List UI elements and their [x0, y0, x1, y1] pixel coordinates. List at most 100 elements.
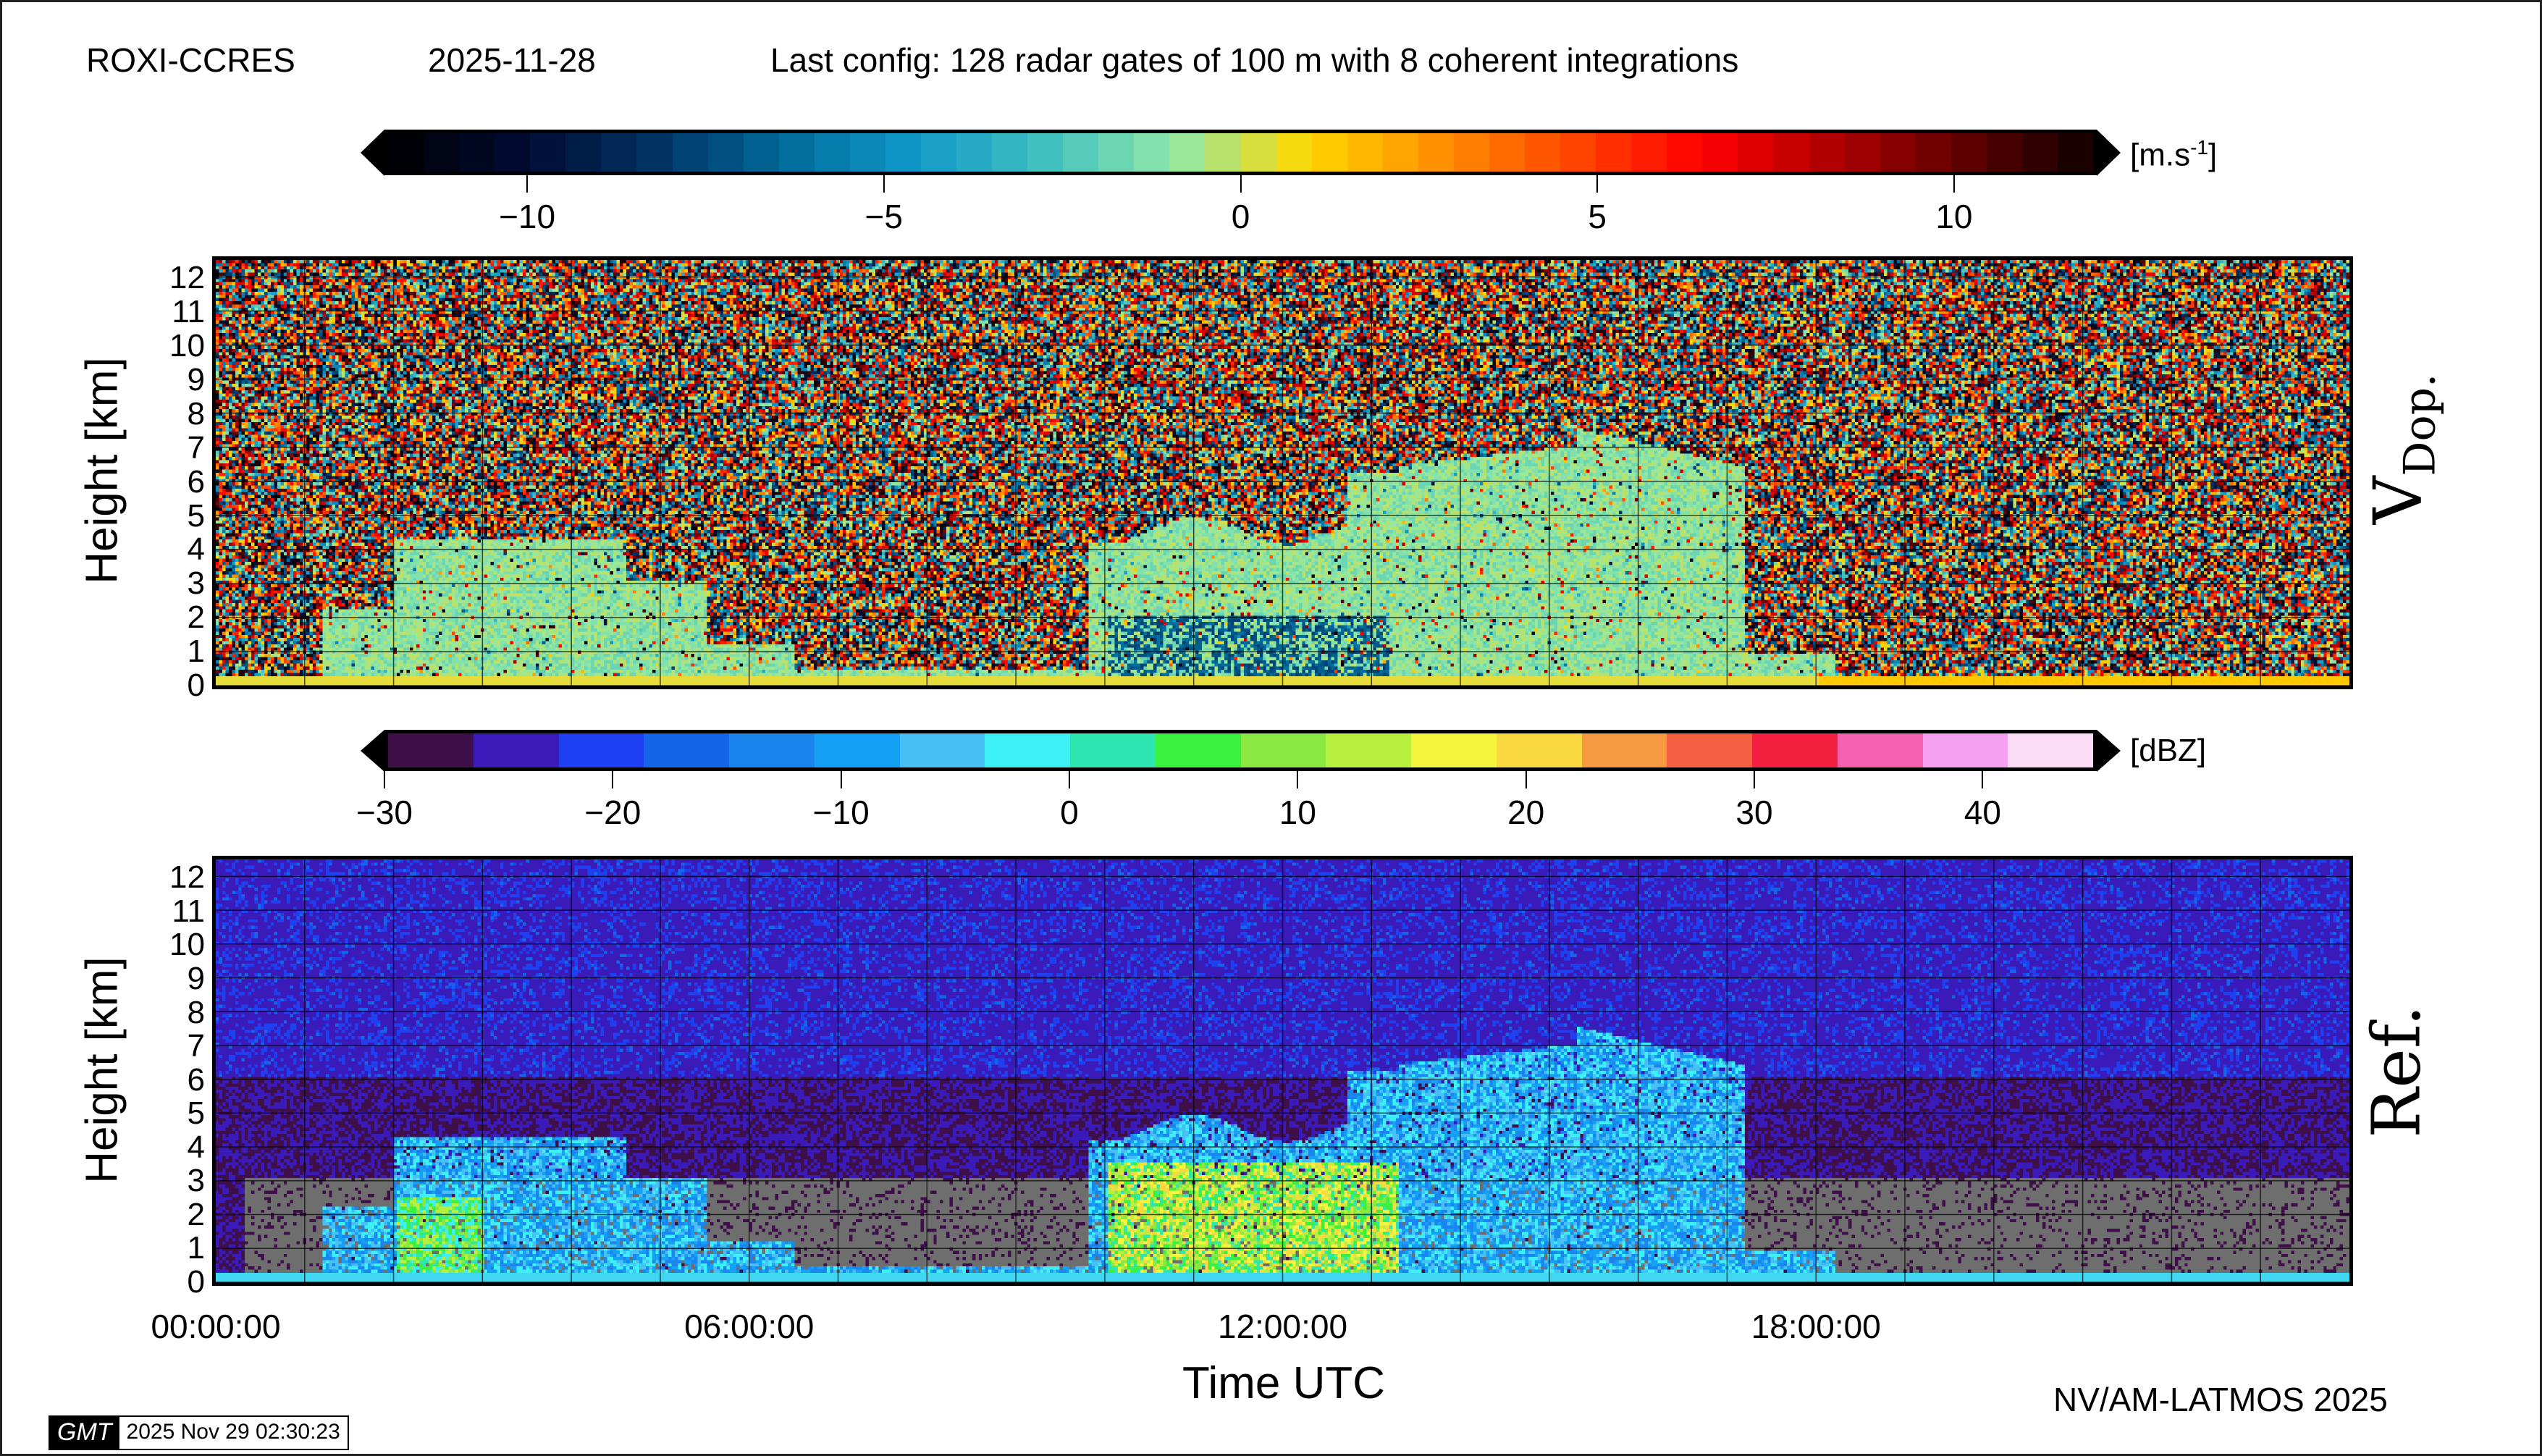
colorbar-tick: [526, 175, 528, 193]
y-tick-label: 4: [188, 1129, 205, 1166]
colorbar-bin: [1134, 133, 1169, 172]
colorbar-tick-label: 0: [1060, 793, 1079, 832]
x-tick-label: 06:00:00: [684, 1307, 814, 1346]
colorbar-tick-label: −30: [356, 793, 413, 832]
y-tick-label: 10: [169, 927, 205, 963]
colorbar-high-arrow: [2097, 130, 2121, 176]
colorbar-tick-label: 10: [1279, 793, 1316, 832]
y-tick-label: 12: [169, 859, 205, 896]
y-tick-label: 11: [172, 294, 205, 330]
colorbar-bin: [1027, 133, 1063, 172]
y-tick-label: 9: [188, 362, 205, 398]
colorbar-bin: [1582, 733, 1667, 767]
colorbar-bin: [1923, 733, 2008, 767]
colorbar-bin: [1070, 733, 1156, 767]
colorbar-bin: [601, 133, 636, 172]
y-tick-label: 0: [188, 1264, 205, 1300]
y-tick-label: 8: [188, 995, 205, 1031]
colorbar-bin: [1880, 133, 1916, 172]
colorbar-bin: [815, 133, 850, 172]
x-tick-label: 00:00:00: [151, 1307, 280, 1346]
y-tick-label: 8: [188, 396, 205, 432]
colorbar-tick: [1953, 175, 1955, 193]
colorbar-bin: [1063, 133, 1098, 172]
colorbar-bin: [1987, 133, 2022, 172]
colorbar-bin: [1326, 733, 1411, 767]
colorbar-low-arrow: [361, 130, 384, 176]
colorbar-bin: [1454, 133, 1489, 172]
colorbar-tick: [1525, 771, 1527, 788]
colorbar-bin: [921, 133, 956, 172]
colorbar-tick: [1982, 771, 1983, 788]
y-tick-label: 3: [188, 1163, 205, 1199]
velocity-grid: [216, 260, 2349, 686]
colorbar-bin: [388, 733, 474, 767]
y-tick-label: 5: [188, 1095, 205, 1132]
y-tick-label: 2: [188, 599, 205, 636]
colorbar-bin: [1809, 133, 1845, 172]
colorbar-tick-label: 10: [1935, 197, 1972, 236]
colorbar-bin: [900, 733, 985, 767]
colorbar-bin: [956, 133, 992, 172]
colorbar-tick: [1596, 175, 1598, 193]
colorbar-bin: [1411, 733, 1497, 767]
colorbar-bin: [850, 133, 885, 172]
colorbar-bin: [1525, 133, 1560, 172]
reflectivity-plot: [212, 856, 2353, 1286]
colorbar-bin: [1631, 133, 1667, 172]
y-tick-label: 7: [188, 430, 205, 466]
colorbar-bin: [1773, 133, 1809, 172]
colorbar-bin: [1667, 733, 1752, 767]
colorbar-bin: [565, 133, 601, 172]
y-tick-label: 3: [188, 565, 205, 602]
colorbar-tick-label: 0: [1232, 197, 1250, 236]
velocity-unit-text: [m.s: [2130, 138, 2190, 173]
colorbar-bin: [1383, 133, 1418, 172]
colorbar-bin: [1347, 133, 1383, 172]
config-label: Last config: 128 radar gates of 100 m wi…: [770, 41, 1738, 80]
timestamp: 2025 Nov 29 02:30:23: [119, 1417, 348, 1449]
station-name: ROXI-CCRES: [86, 41, 295, 80]
colorbar-bin: [992, 133, 1027, 172]
colorbar-bin: [474, 733, 559, 767]
colorbar-bin: [708, 133, 744, 172]
colorbar-tick: [612, 771, 613, 788]
gmt-logo: GMT: [50, 1417, 119, 1449]
colorbar-bin: [644, 733, 729, 767]
x-tick-label: 12:00:00: [1218, 1307, 1347, 1346]
colorbar-tick-label: −5: [865, 197, 903, 236]
y-tick-label: 5: [188, 498, 205, 534]
colorbar-tick: [883, 175, 885, 193]
colorbar-tick-label: −10: [499, 197, 555, 236]
reflectivity-grid: [216, 859, 2349, 1282]
colorbar-bin: [985, 733, 1070, 767]
colorbar-bin: [744, 133, 779, 172]
colorbar-tick: [1297, 771, 1298, 788]
y-tick-label: 1: [188, 634, 205, 670]
colorbar-bin: [388, 133, 424, 172]
date-label: 2025-11-28: [428, 41, 596, 80]
colorbar-bin: [1156, 733, 1241, 767]
colorbar-bin: [1497, 733, 1582, 767]
colorbar-bin: [459, 133, 494, 172]
colorbar-bin: [1845, 133, 1880, 172]
colorbar-tick: [384, 771, 385, 788]
velocity-y-axis-label: Height [km]: [77, 357, 128, 584]
reflectivity-unit: [dBZ]: [2130, 733, 2206, 769]
colorbar-bin: [1596, 133, 1631, 172]
y-tick-label: 4: [188, 531, 205, 568]
colorbar-bin: [2058, 133, 2093, 172]
colorbar-bin: [1169, 133, 1205, 172]
colorbar-bin: [559, 733, 644, 767]
colorbar-bin: [2008, 733, 2093, 767]
colorbar-bin: [1752, 733, 1838, 767]
colorbar-bin: [1951, 133, 1987, 172]
colorbar-bin: [1098, 133, 1134, 172]
colorbar-bin: [673, 133, 708, 172]
colorbar-bin: [1489, 133, 1525, 172]
reflectivity-side-label: Ref.: [2358, 1005, 2436, 1138]
colorbar-bin: [729, 733, 815, 767]
x-axis-label: Time UTC: [1182, 1358, 1385, 1409]
colorbar-bin: [1241, 733, 1326, 767]
colorbar-bin: [1667, 133, 1702, 172]
